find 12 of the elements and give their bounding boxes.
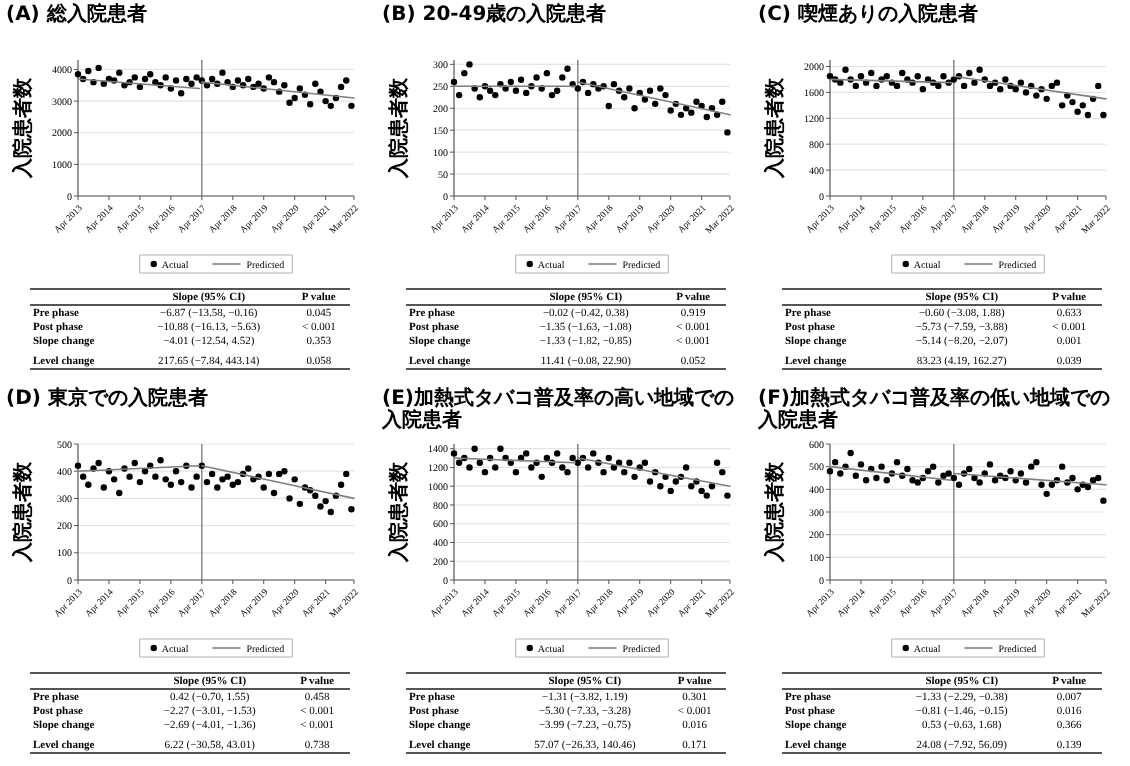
y-axis-title: 入院患者数: [11, 76, 35, 180]
chart-title: (D) 東京での入院患者: [6, 388, 210, 414]
y-axis-title: 入院患者数: [387, 460, 411, 564]
chart-title: (A) 総入院患者: [6, 4, 149, 30]
chart-title: (B) 20-49歳の入院患者: [382, 4, 609, 30]
y-axis-title: 入院患者数: [763, 460, 787, 564]
chart-title: (C) 喫煙ありの入院患者: [758, 4, 980, 30]
y-axis-title: 入院患者数: [11, 460, 35, 564]
chart-title: (E)加熱式タバコ普及率の高い地域での入院患者: [382, 388, 736, 436]
y-axis-title: 入院患者数: [763, 76, 787, 180]
chart-title: (F)加熱式タバコ普及率の低い地域での入院患者: [758, 388, 1112, 436]
y-axis-title: 入院患者数: [387, 76, 411, 180]
